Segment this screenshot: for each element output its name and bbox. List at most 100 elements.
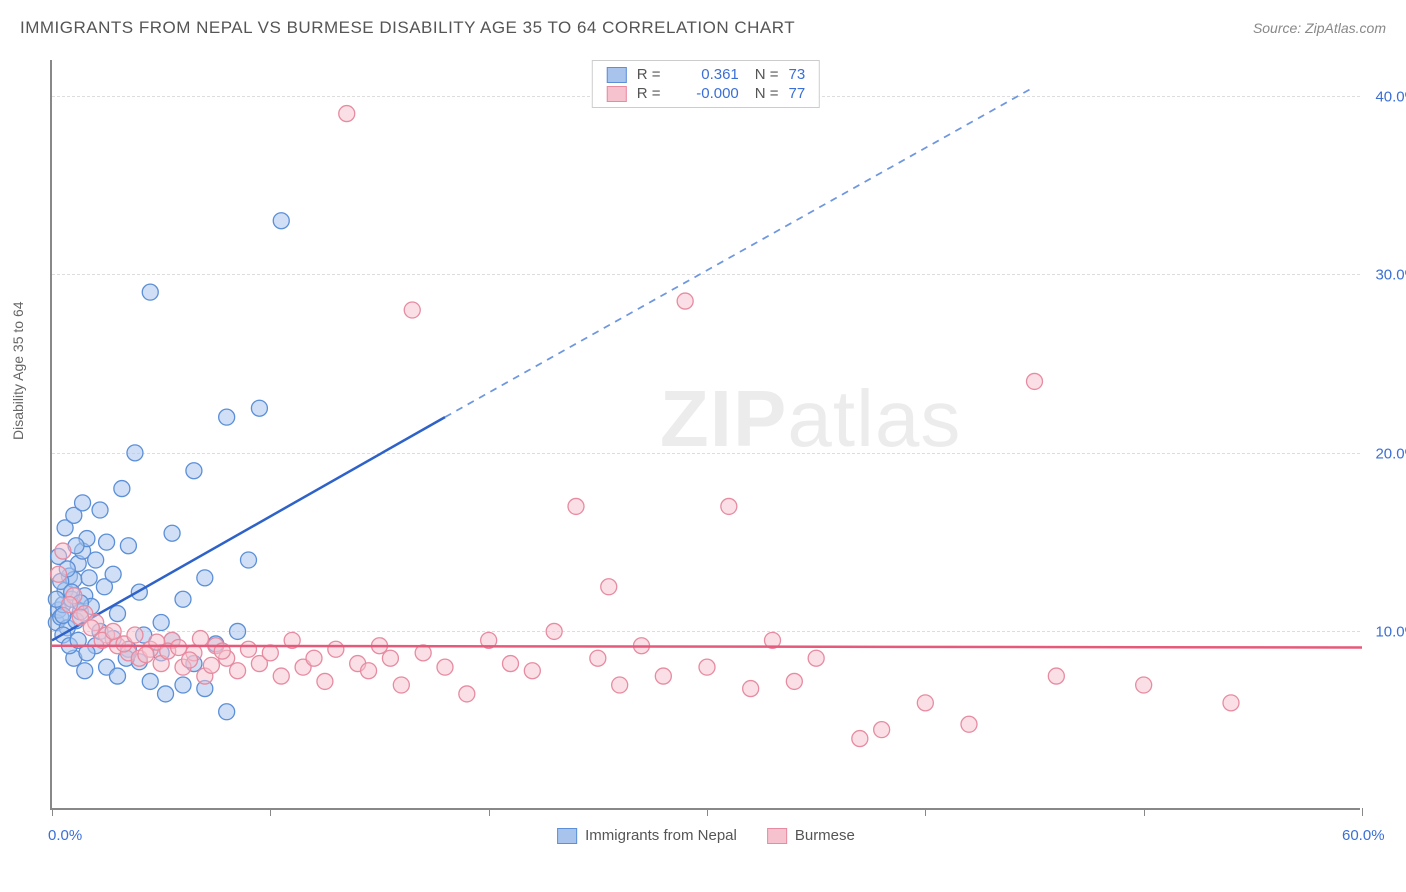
x-tick-label: 60.0% <box>1342 827 1385 844</box>
data-point <box>77 663 93 679</box>
y-tick-label: 40.0% <box>1375 88 1406 105</box>
data-point <box>182 652 198 668</box>
x-tick <box>925 808 926 816</box>
data-point <box>79 645 95 661</box>
data-point <box>120 538 136 554</box>
legend-swatch <box>557 828 577 844</box>
x-tick <box>489 808 490 816</box>
data-point <box>175 677 191 693</box>
y-axis-label: Disability Age 35 to 64 <box>10 301 26 440</box>
legend-r-label: R = <box>637 66 665 83</box>
data-point <box>273 668 289 684</box>
y-tick-label: 20.0% <box>1375 445 1406 462</box>
data-point <box>175 591 191 607</box>
trend-line-dash <box>445 87 1035 417</box>
data-point <box>808 650 824 666</box>
legend-r-value: 0.361 <box>675 66 739 83</box>
legend-n-value: 73 <box>789 66 806 83</box>
legend-correlation-row: R = 0.361 N = 73 <box>607 65 805 84</box>
legend-r-label: R = <box>637 85 665 102</box>
data-point <box>92 502 108 518</box>
legend-swatch <box>607 86 627 102</box>
data-point <box>219 704 235 720</box>
data-point <box>110 606 126 622</box>
data-point <box>306 650 322 666</box>
data-point <box>105 623 121 639</box>
data-point <box>203 657 219 673</box>
data-point <box>459 686 475 702</box>
data-point <box>197 570 213 586</box>
data-point <box>138 647 154 663</box>
data-point <box>127 627 143 643</box>
data-point <box>230 623 246 639</box>
data-point <box>339 106 355 122</box>
legend-r-value: -0.000 <box>675 85 739 102</box>
data-point <box>317 673 333 689</box>
data-point <box>1027 373 1043 389</box>
data-point <box>83 620 99 636</box>
legend-series-item: Burmese <box>767 827 855 844</box>
data-point <box>699 659 715 675</box>
legend-series: Immigrants from NepalBurmese <box>557 827 855 844</box>
data-point <box>743 681 759 697</box>
scatter-svg <box>52 60 1360 808</box>
data-point <box>164 525 180 541</box>
data-point <box>655 668 671 684</box>
data-point <box>158 686 174 702</box>
data-point <box>503 656 519 672</box>
data-point <box>852 731 868 747</box>
data-point <box>241 641 257 657</box>
data-point <box>612 677 628 693</box>
data-point <box>524 663 540 679</box>
data-point <box>404 302 420 318</box>
x-tick <box>1144 808 1145 816</box>
data-point <box>251 400 267 416</box>
data-point <box>192 631 208 647</box>
data-point <box>51 566 67 582</box>
data-point <box>361 663 377 679</box>
x-tick <box>1362 808 1363 816</box>
data-point <box>601 579 617 595</box>
data-point <box>1223 695 1239 711</box>
data-point <box>142 673 158 689</box>
plot-area: ZIPatlas 10.0%20.0%30.0%40.0% 0.0%60.0% … <box>50 60 1360 810</box>
x-tick <box>52 808 53 816</box>
data-point <box>171 640 187 656</box>
data-point <box>61 597 77 613</box>
data-point <box>328 641 344 657</box>
data-point <box>1048 668 1064 684</box>
data-point <box>273 213 289 229</box>
data-point <box>677 293 693 309</box>
data-point <box>568 498 584 514</box>
data-point <box>590 650 606 666</box>
y-tick-label: 10.0% <box>1375 624 1406 641</box>
data-point <box>961 716 977 732</box>
data-point <box>546 623 562 639</box>
data-point <box>105 566 121 582</box>
legend-swatch <box>767 828 787 844</box>
legend-correlation: R = 0.361 N = 73 R = -0.000 N = 77 <box>592 60 820 108</box>
data-point <box>142 284 158 300</box>
x-tick-label: 0.0% <box>48 827 82 844</box>
chart-source: Source: ZipAtlas.com <box>1253 20 1386 36</box>
data-point <box>88 552 104 568</box>
chart-title: IMMIGRANTS FROM NEPAL VS BURMESE DISABIL… <box>20 18 795 38</box>
x-tick <box>270 808 271 816</box>
data-point <box>874 722 890 738</box>
data-point <box>55 543 71 559</box>
data-point <box>230 663 246 679</box>
data-point <box>393 677 409 693</box>
legend-n-label: N = <box>755 66 779 83</box>
data-point <box>81 570 97 586</box>
trend-line <box>52 646 1362 648</box>
legend-n-label: N = <box>755 85 779 102</box>
data-point <box>437 659 453 675</box>
data-point <box>75 495 91 511</box>
data-point <box>241 552 257 568</box>
trend-line <box>52 417 445 640</box>
data-point <box>721 498 737 514</box>
data-point <box>127 445 143 461</box>
data-point <box>917 695 933 711</box>
data-point <box>786 673 802 689</box>
chart-header: IMMIGRANTS FROM NEPAL VS BURMESE DISABIL… <box>20 18 1386 38</box>
